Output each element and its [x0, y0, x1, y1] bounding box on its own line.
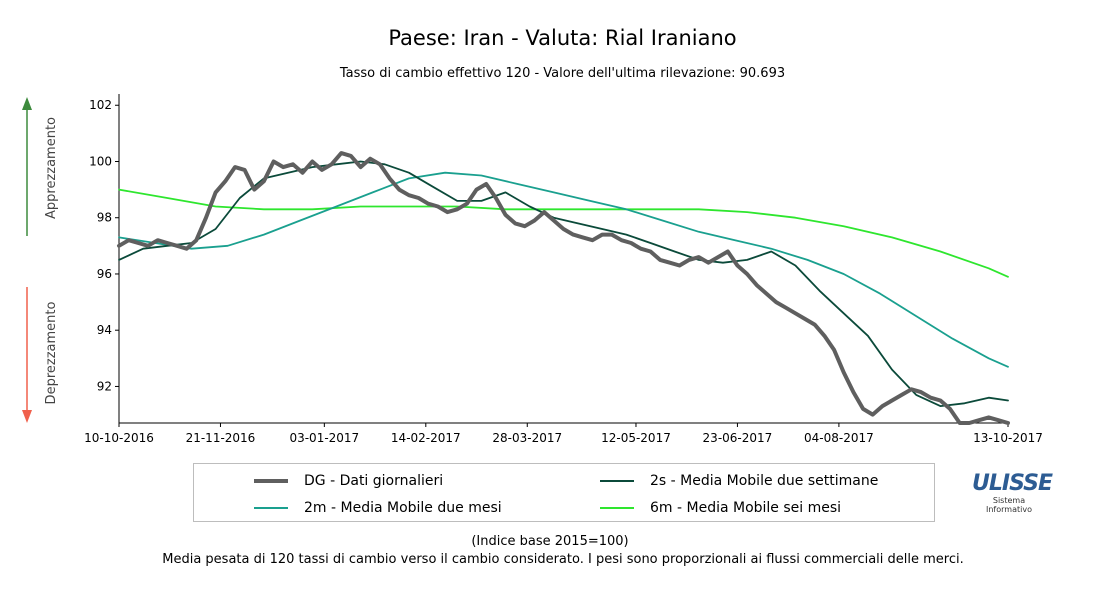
- legend-item-six-months: 6m - Media Mobile sei mesi: [600, 500, 841, 516]
- depreciation-arrow-icon: [22, 410, 32, 423]
- x-tick-label: 04-08-2017: [804, 431, 874, 445]
- legend-label-two-months: 2m - Media Mobile due mesi: [304, 500, 502, 516]
- x-tick-label: 14-02-2017: [391, 431, 461, 445]
- logo-subtitle-2: Informativo: [986, 505, 1032, 514]
- depreciation-label: Deprezzamento: [44, 302, 59, 405]
- legend-swatch-six-months: [600, 507, 634, 509]
- logo-subtitle-1: Sistema: [992, 496, 1026, 505]
- x-tick-label: 13-10-2017: [973, 431, 1043, 445]
- y-tick-label: 96: [97, 267, 112, 281]
- legend-swatch-daily: [254, 479, 288, 483]
- legend-item-two-months: 2m - Media Mobile due mesi: [254, 500, 502, 516]
- series-line-two-weeks: [118, 160, 1009, 408]
- series-line-daily: [117, 151, 1010, 425]
- legend-swatch-two-weeks: [600, 480, 634, 482]
- y-tick-label: 100: [89, 154, 112, 168]
- x-tick-label: 10-10-2016: [84, 431, 154, 445]
- x-tick-label: 12-05-2017: [601, 431, 671, 445]
- legend-label-six-months: 6m - Media Mobile sei mesi: [650, 500, 842, 516]
- y-tick-label: 98: [97, 211, 112, 225]
- y-tick-label: 102: [89, 98, 112, 112]
- legend: DG - Dati giornalieri 2s - Media Mobile …: [193, 463, 935, 522]
- x-tick-label: 28-03-2017: [492, 431, 562, 445]
- y-tick-label: 94: [97, 323, 112, 337]
- appreciation-label: Apprezzamento: [44, 117, 59, 219]
- legend-label-two-weeks: 2s - Media Mobile due settimane: [650, 473, 879, 489]
- legend-item-daily: DG - Dati giornalieri: [254, 473, 443, 489]
- chart-title: Paese: Iran - Valuta: Rial Iraniano: [388, 26, 737, 50]
- chart-subtitle: Tasso di cambio effettivo 120 - Valore d…: [339, 66, 786, 81]
- legend-label-daily: DG - Dati giornalieri: [304, 473, 444, 489]
- chart-svg: 92 94 96 98 100 102 10-10-2016 21-11-2016 03-01-…: [22, 94, 1043, 445]
- x-tick-label: 23-06-2017: [703, 431, 773, 445]
- legend-swatch-two-months: [254, 507, 288, 509]
- base-index-note: (Indice base 2015=100): [471, 534, 629, 549]
- ulisse-logo: ULISSE Sistema Informativo: [972, 471, 1053, 515]
- x-tick-label: 03-01-2017: [289, 431, 359, 445]
- y-tick-label: 92: [97, 379, 112, 393]
- x-tick-label: 21-11-2016: [186, 431, 256, 445]
- logo-wordmark: ULISSE: [972, 471, 1053, 496]
- series-line-six-months: [118, 188, 1009, 278]
- legend-item-two-weeks: 2s - Media Mobile due settimane: [600, 473, 878, 489]
- series-line-two-months: [118, 171, 1009, 368]
- appreciation-arrow-icon: [22, 97, 32, 110]
- method-note: Media pesata di 120 tassi di cambio vers…: [162, 552, 964, 567]
